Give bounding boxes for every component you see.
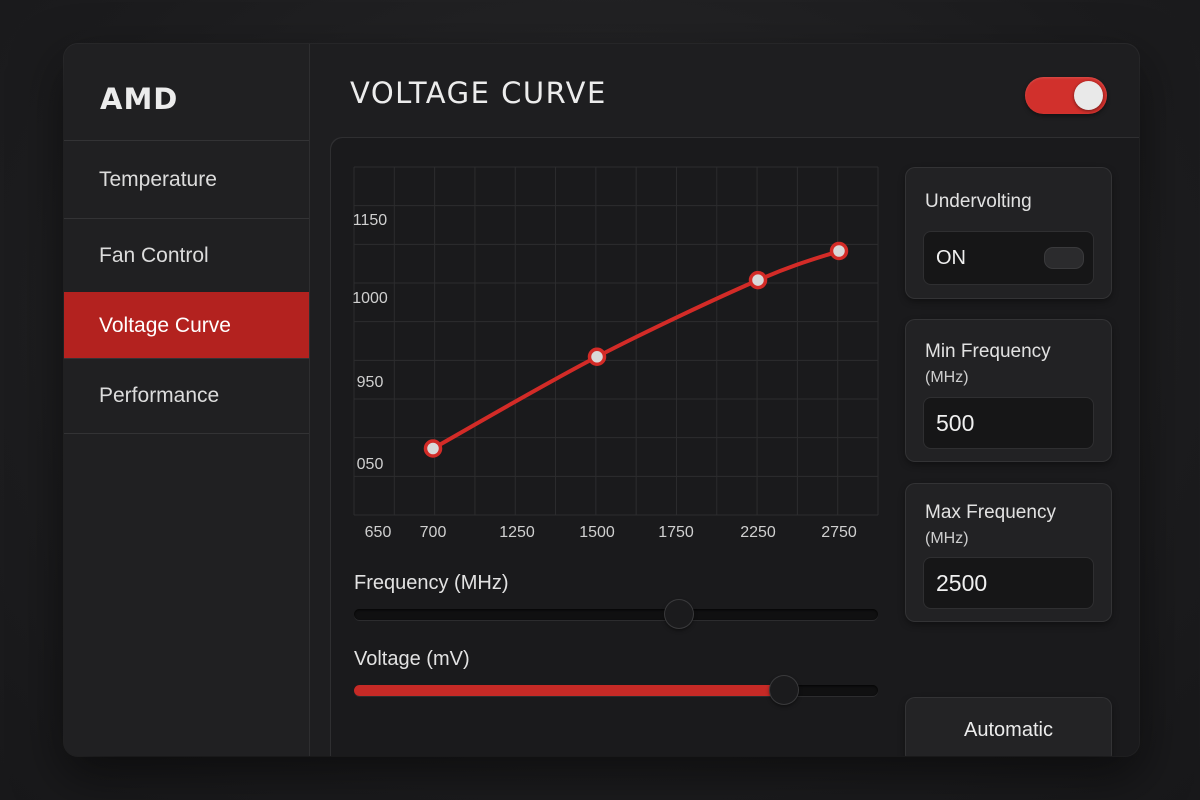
max-frequency-input[interactable]: 2500 bbox=[924, 558, 1093, 608]
voltage-slider-fill bbox=[354, 685, 784, 696]
curve-point bbox=[829, 241, 849, 261]
x-tick-label: 700 bbox=[420, 524, 447, 541]
sidebar-item-temperature[interactable]: Temperature bbox=[64, 140, 309, 218]
undervolting-card: Undervolting ON bbox=[906, 168, 1111, 298]
y-tick-label: 1150 bbox=[353, 212, 388, 229]
undervolting-toggle-icon bbox=[1045, 248, 1083, 268]
voltage-curve-window: AMD Temperature Fan Control Voltage Curv… bbox=[64, 44, 1139, 756]
master-toggle[interactable] bbox=[1025, 77, 1107, 114]
page-title: VOLTAGE CURVE bbox=[350, 76, 607, 110]
x-tick-label: 2750 bbox=[821, 524, 857, 541]
curve-line bbox=[431, 249, 841, 451]
sidebar-item-label: Temperature bbox=[99, 167, 217, 191]
y-tick-label: 050 bbox=[357, 456, 384, 473]
curve-point bbox=[423, 439, 443, 458]
sidebar-divider bbox=[64, 433, 309, 434]
x-tick-label: 650 bbox=[365, 524, 392, 541]
min-frequency-card: Min Frequency (MHz) 500 bbox=[906, 320, 1111, 461]
sidebar-item-label: Fan Control bbox=[99, 243, 209, 267]
x-tick-label: 1500 bbox=[579, 524, 615, 541]
toggle-knob bbox=[1074, 81, 1103, 110]
undervolting-value: ON bbox=[936, 246, 966, 269]
undervolting-title: Undervolting bbox=[925, 191, 1032, 212]
sidebar-item-label: Voltage Curve bbox=[99, 313, 231, 337]
min-frequency-title: Min Frequency bbox=[925, 341, 1051, 362]
min-frequency-unit: (MHz) bbox=[925, 369, 969, 386]
voltage-slider-thumb[interactable] bbox=[769, 676, 798, 704]
x-tick-label: 1250 bbox=[499, 524, 535, 541]
y-tick-label: 1000 bbox=[352, 290, 388, 307]
automatic-button[interactable]: Automatic bbox=[906, 698, 1111, 756]
y-tick-label: 950 bbox=[357, 374, 384, 391]
frequency-label: Frequency (MHz) bbox=[354, 572, 509, 594]
sidebar-item-fan-control[interactable]: Fan Control bbox=[64, 218, 309, 292]
frequency-slider[interactable] bbox=[354, 600, 878, 628]
undervolting-switch[interactable]: ON bbox=[924, 232, 1093, 284]
x-tick-label: 1750 bbox=[658, 524, 694, 541]
sidebar: AMD Temperature Fan Control Voltage Curv… bbox=[64, 44, 310, 756]
sidebar-item-voltage-curve[interactable]: Voltage Curve bbox=[64, 292, 309, 358]
sidebar-item-performance[interactable]: Performance bbox=[64, 358, 309, 433]
min-frequency-input[interactable]: 500 bbox=[924, 398, 1093, 448]
frequency-slider-thumb[interactable] bbox=[664, 600, 693, 628]
voltage-curve-chart[interactable]: 650 700 1250 1500 1750 2250 2750 1150 1000 950 050 bbox=[330, 137, 890, 557]
sidebar-item-label: Performance bbox=[99, 384, 220, 407]
curve-panel: 650 700 1250 1500 1750 2250 2750 1150 1000 950 050… bbox=[330, 137, 1139, 756]
brand-logo: AMD bbox=[100, 82, 179, 116]
x-tick-label: 2250 bbox=[740, 524, 776, 541]
voltage-slider[interactable] bbox=[354, 676, 878, 704]
curve-point bbox=[587, 347, 607, 367]
voltage-label: Voltage (mV) bbox=[354, 648, 470, 670]
curve-point bbox=[748, 270, 768, 290]
max-frequency-title: Max Frequency bbox=[925, 502, 1056, 523]
max-frequency-unit: (MHz) bbox=[925, 530, 969, 547]
max-frequency-card: Max Frequency (MHz) 2500 bbox=[906, 484, 1111, 621]
